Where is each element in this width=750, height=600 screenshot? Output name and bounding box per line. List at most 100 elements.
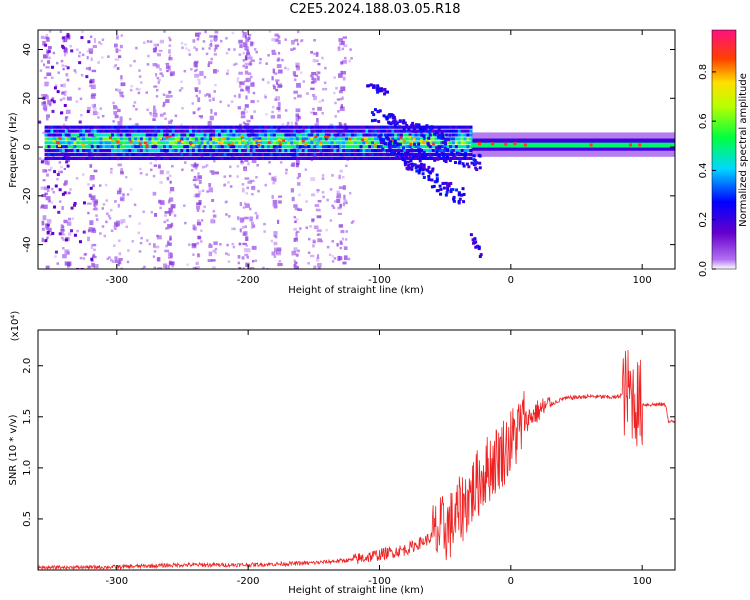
spectrogram-cell (252, 125, 256, 129)
spectrogram-cell (284, 141, 288, 145)
spectrogram-cell (451, 152, 456, 157)
spectrogram-cell (53, 137, 57, 141)
spectrogram-cell (307, 133, 311, 137)
spectrogram-cell (319, 142, 323, 146)
spectrogram-cell (246, 133, 251, 137)
spectrogram-cell (233, 63, 236, 66)
spectrogram-cell (304, 141, 308, 145)
spectrogram-cell (154, 245, 160, 249)
spectrogram-cell (428, 149, 433, 153)
spectrogram-cell (70, 206, 74, 210)
spectrogram-cell (120, 82, 126, 87)
spectrogram-cell (82, 257, 86, 260)
spectrogram-cell (151, 141, 155, 145)
spectrogram-cell (195, 94, 199, 98)
spectrogram-cell (189, 152, 193, 157)
spectrogram-cell (67, 152, 71, 157)
spectrogram-cell (155, 153, 161, 159)
spectrogram-cell (59, 141, 63, 145)
spectrogram-cell (200, 152, 204, 157)
spectrogram-cell (93, 38, 96, 43)
spectrogram-cell (128, 156, 132, 161)
spectrogram-cell (435, 179, 439, 183)
spectrogram-cell (338, 174, 341, 180)
spectrogram-cell (362, 133, 366, 137)
spectrogram-cell (241, 138, 245, 142)
spectrogram-x-tick-label: 100 (633, 275, 652, 286)
spectrogram-cell (190, 163, 194, 167)
spectrogram-cell (189, 156, 193, 161)
spectrogram-cell (368, 141, 372, 145)
spectrogram-cell (101, 207, 105, 210)
spectrogram-cell (60, 228, 65, 232)
spectrogram-cell (56, 129, 60, 133)
spectrogram-cell (443, 145, 447, 149)
spectrogram-cell (232, 156, 236, 161)
spectrogram-cell (165, 125, 170, 129)
spectrogram-cell (229, 137, 233, 141)
spectrogram-cell (47, 133, 51, 137)
spectrogram-cell (422, 134, 426, 138)
spectrogram-cell (347, 156, 352, 161)
spectrogram-cell (402, 129, 407, 133)
spectrogram-cell (235, 125, 239, 129)
spectrogram-cell (119, 137, 123, 141)
spectrogram-cell (134, 125, 138, 129)
spectrogram-cell (324, 125, 329, 129)
spectrogram-cell (269, 152, 274, 157)
spectrogram-cell (57, 144, 61, 147)
spectrogram-cell (466, 152, 470, 157)
spectrogram-cell (420, 125, 424, 129)
spectrogram-cell (65, 116, 69, 119)
spectrogram-cell (119, 133, 123, 137)
spectrogram-cell (126, 260, 130, 264)
spectrogram-cell (296, 65, 301, 71)
spectrogram-cell (145, 149, 149, 153)
spectrogram-cell (249, 137, 253, 141)
spectrogram-cell (227, 143, 231, 146)
spectrogram-cell (316, 229, 322, 232)
spectrogram-cell (434, 141, 438, 145)
spectrogram-cell (194, 137, 199, 141)
spectrogram-cell (131, 137, 135, 141)
spectrogram-cell (287, 141, 291, 145)
spectrogram-cell (390, 139, 394, 143)
spectrogram-cell (183, 125, 187, 129)
spectrogram-cell (226, 243, 229, 247)
spectrogram-cell (40, 93, 44, 97)
spectrogram-cell (243, 141, 248, 145)
spectrogram-cell (131, 141, 135, 145)
spectrogram-cell (113, 149, 118, 153)
spectrogram-cell (99, 137, 103, 141)
spectrogram-cell (209, 141, 213, 145)
spectrogram-cell (82, 156, 86, 161)
spectrogram-cell (44, 107, 48, 112)
spectrogram-cell (451, 129, 456, 133)
spectrogram-cell (281, 156, 285, 161)
spectrogram-cell (50, 133, 54, 137)
spectrogram-cell (62, 46, 66, 50)
spectrogram-cell (285, 168, 288, 172)
spectrogram-cell (447, 152, 451, 156)
spectrogram-cell (105, 125, 109, 129)
spectrogram-cell (197, 137, 201, 141)
spectrogram-cell (171, 164, 174, 168)
spectrogram-cell (427, 136, 431, 140)
spectrogram-cell (183, 129, 187, 133)
spectrogram-cell (101, 56, 104, 59)
spectrogram-cell (148, 145, 152, 149)
spectrogram-cell (336, 125, 340, 129)
spectrogram-cell (255, 129, 259, 133)
spectrogram-cell (431, 152, 435, 157)
spectrogram-cell (209, 145, 213, 149)
spectrogram-cell (214, 171, 220, 175)
spectrogram-cell (255, 133, 259, 137)
spectrogram-cell (73, 133, 77, 137)
spectrogram-cell (437, 141, 441, 145)
spectrogram-cell (44, 141, 48, 145)
spectrogram-cell (242, 32, 247, 36)
spectrogram-cell (87, 40, 91, 44)
spectrogram-cell (277, 35, 281, 39)
spectrogram-cell (142, 210, 145, 214)
spectrogram-cell (200, 141, 204, 145)
